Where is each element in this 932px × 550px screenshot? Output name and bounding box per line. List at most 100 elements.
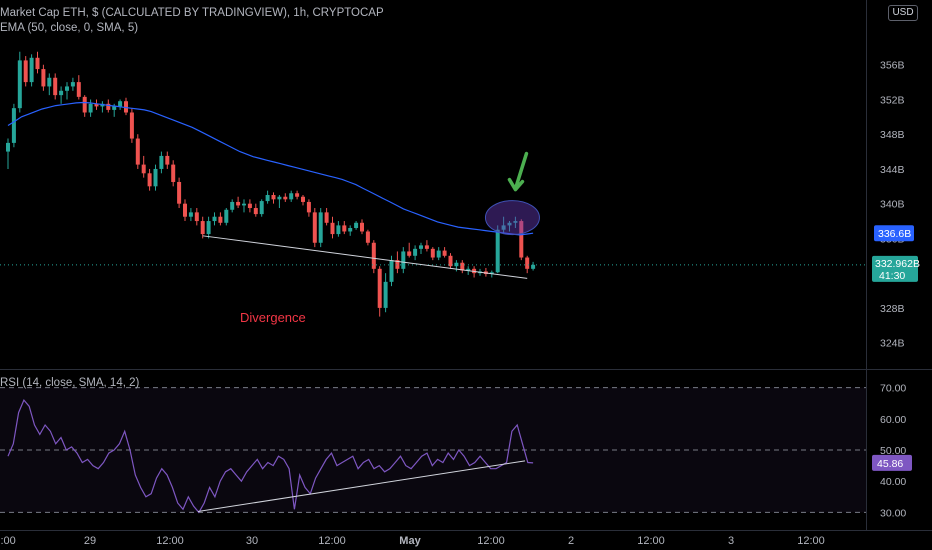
candle-body xyxy=(29,57,34,83)
candle-body xyxy=(389,260,394,282)
candle-body xyxy=(277,196,282,200)
candle-body xyxy=(489,272,494,275)
candle-body xyxy=(124,101,128,113)
candle-body xyxy=(342,225,347,232)
time-tick-label: 30 xyxy=(246,535,258,547)
candle-body xyxy=(183,203,187,217)
candle-body xyxy=(65,86,69,91)
candle-body xyxy=(348,228,353,232)
candle-body xyxy=(70,82,75,87)
ema-series-line xyxy=(7,101,534,236)
annotations: Divergence xyxy=(0,151,866,512)
candle-body xyxy=(236,201,241,206)
candle-body xyxy=(283,196,288,200)
candle-body xyxy=(259,201,264,215)
candle-body xyxy=(318,212,323,243)
candle-body xyxy=(35,57,40,70)
annotation-arrow xyxy=(507,151,529,192)
ema-price-badge xyxy=(874,225,914,242)
candle-body xyxy=(165,155,170,165)
candle-countdown-label: 41:30 xyxy=(879,270,905,282)
candle-body xyxy=(265,195,270,202)
time-tick-label: 12:00 xyxy=(0,535,16,547)
ema-line xyxy=(7,101,534,236)
candle-body xyxy=(177,181,182,204)
candle-body xyxy=(407,251,412,256)
rsi-tick-label: 60.00 xyxy=(880,414,906,426)
candle-body xyxy=(141,164,146,174)
rsi-trendline xyxy=(197,460,526,512)
candle-body xyxy=(129,112,134,139)
current-price-badge xyxy=(872,255,918,282)
current-price-badge-label: 332.962B xyxy=(875,258,920,270)
candle-body xyxy=(135,138,140,165)
candle-body xyxy=(88,103,93,113)
candle-body xyxy=(206,221,211,235)
candle-body xyxy=(118,101,123,107)
candle-body xyxy=(436,250,441,258)
candle-body xyxy=(253,208,258,215)
time-tick-label: May xyxy=(399,535,421,547)
price-tick-label: 328B xyxy=(880,303,905,315)
axes: 356B352B348B344B340B336B332B328B324B336.… xyxy=(0,60,920,547)
time-tick-label: 12:00 xyxy=(318,535,346,547)
candle-body xyxy=(289,193,294,200)
candle-body xyxy=(218,216,223,223)
candle-body xyxy=(106,103,111,110)
price-tick-label: 340B xyxy=(880,199,905,211)
candle-body xyxy=(159,155,164,169)
candle-body xyxy=(466,268,471,271)
candle-body xyxy=(6,142,10,152)
price-tick-label: 352B xyxy=(880,94,905,106)
candle-body xyxy=(365,231,370,243)
candle-body xyxy=(513,221,518,223)
candle-body xyxy=(153,168,158,187)
candle-body xyxy=(371,242,376,269)
candle-body xyxy=(507,222,512,226)
candle-body xyxy=(312,212,317,243)
rsi-tick-label: 40.00 xyxy=(880,476,906,488)
divergence-label: Divergence xyxy=(240,310,306,325)
rsi-legend: RSI (14, close, SMA, 14, 2) xyxy=(0,377,140,389)
candle-body xyxy=(112,106,117,110)
candle-body xyxy=(460,262,465,271)
candle-body xyxy=(413,248,418,256)
candle-body xyxy=(330,222,335,235)
currency-badge[interactable]: USD xyxy=(888,5,918,21)
time-tick-label: 12:00 xyxy=(637,535,665,547)
rsi-tick-label: 70.00 xyxy=(880,383,906,395)
candle-body xyxy=(525,257,530,269)
chart-title: Market Cap ETH, $ (CALCULATED BY TRADING… xyxy=(0,7,384,19)
rsi-panel xyxy=(0,387,866,514)
price-trendline xyxy=(202,235,528,279)
candle-body xyxy=(59,90,64,96)
candle-body xyxy=(295,193,300,197)
candle-body xyxy=(383,281,388,308)
candle-body xyxy=(171,164,176,182)
time-tick-label: 29 xyxy=(84,535,96,547)
candle-body xyxy=(194,212,199,222)
time-tick-label: 12:00 xyxy=(477,535,505,547)
candle-body xyxy=(242,203,246,206)
rsi-value-badge xyxy=(872,454,912,471)
candle-body xyxy=(401,251,406,269)
candle-body xyxy=(147,173,152,187)
price-tick-label: 324B xyxy=(880,338,905,350)
price-tick-label: 356B xyxy=(880,60,905,72)
candle-body xyxy=(200,221,205,235)
candle-body xyxy=(424,245,429,249)
candle-body xyxy=(212,216,217,222)
ema-legend: EMA (50, close, 0, SMA, 5) xyxy=(0,22,139,34)
rsi-series-line xyxy=(7,398,534,514)
candle-body xyxy=(395,260,400,269)
candle-body xyxy=(271,195,276,200)
candle-body xyxy=(82,96,87,113)
candles xyxy=(6,51,536,317)
highlight-ellipse xyxy=(484,200,540,236)
rsi-value-badge-label: 45.86 xyxy=(877,458,903,470)
time-tick-label: 12:00 xyxy=(156,535,184,547)
price-tick-label: 348B xyxy=(880,129,905,141)
candle-body xyxy=(230,201,235,210)
